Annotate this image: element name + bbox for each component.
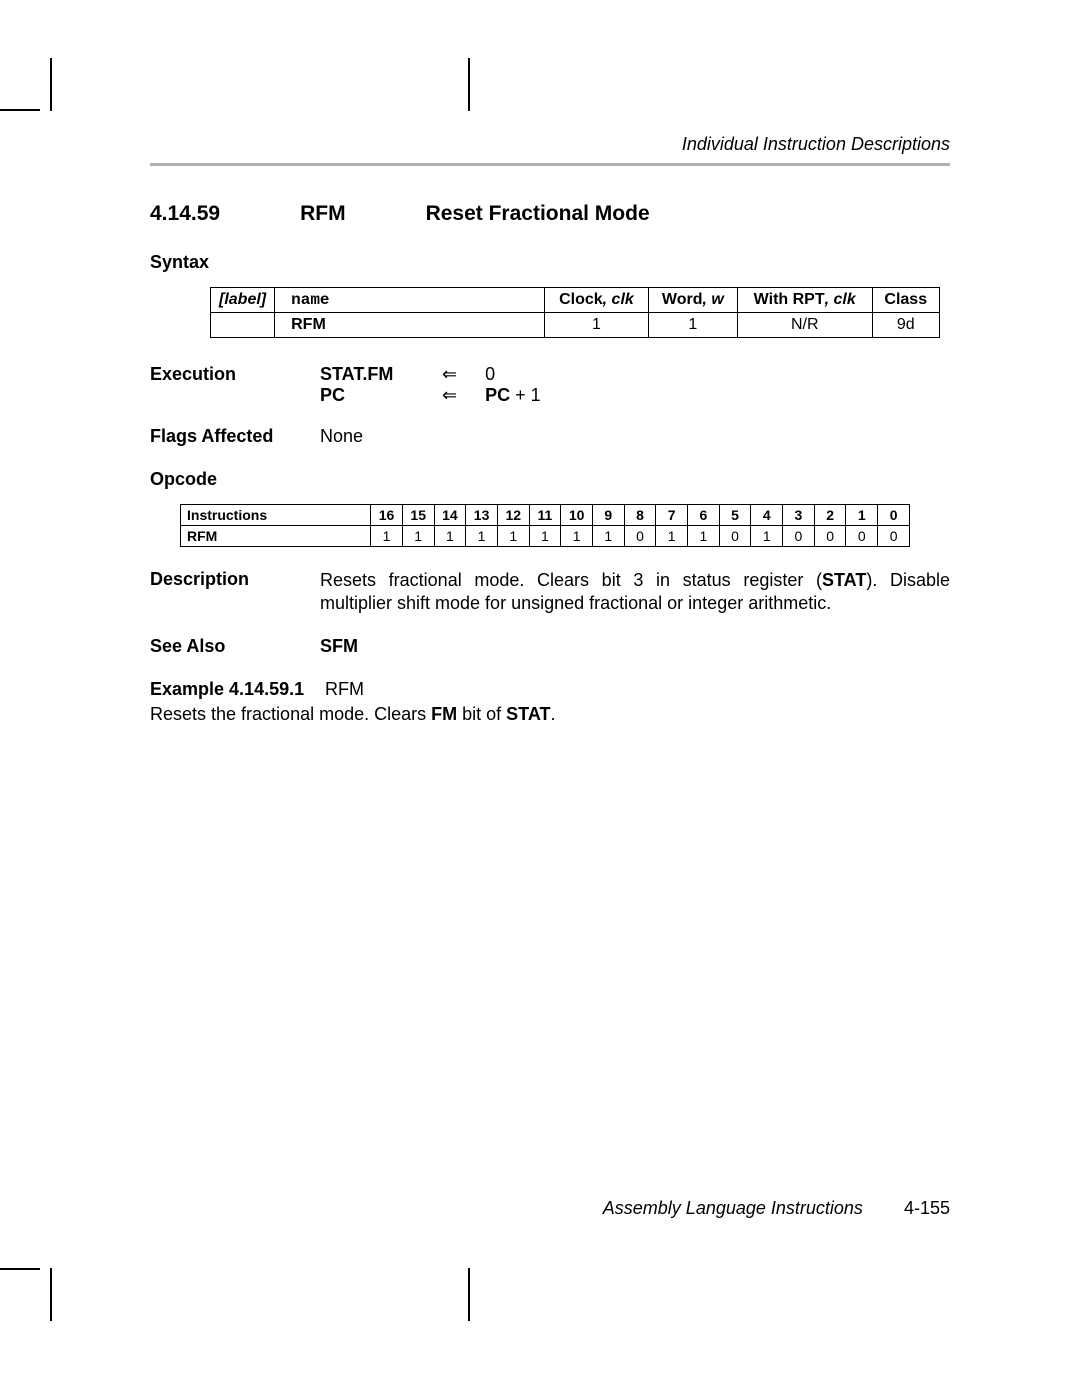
cell: 1 xyxy=(688,526,720,547)
bit-header: 9 xyxy=(592,505,624,526)
table-row: RFM 1 1 N/R 9d xyxy=(211,313,940,338)
col-instructions: Instructions xyxy=(181,505,371,526)
flags-row: Flags Affected None xyxy=(150,426,950,447)
exec-value: PC + 1 xyxy=(485,385,541,406)
cell: N/R xyxy=(737,313,872,338)
arrow-icon: ⇐ xyxy=(442,364,457,385)
cell: 0 xyxy=(878,526,910,547)
cell: 0 xyxy=(846,526,878,547)
page-content: Individual Instruction Descriptions 4.14… xyxy=(150,134,950,725)
table-row: [label] name Clock, clk Word, w With RPT… xyxy=(211,288,940,313)
flags-label: Flags Affected xyxy=(150,426,320,447)
bit-header: 0 xyxy=(878,505,910,526)
seealso-row: See Also SFM xyxy=(150,636,950,657)
exec-value: 0 xyxy=(485,364,495,385)
bit-header: 3 xyxy=(783,505,815,526)
cell: 1 xyxy=(751,526,783,547)
bit-header: 1 xyxy=(846,505,878,526)
cell: RFM xyxy=(275,313,545,338)
exec-target: PC xyxy=(320,385,414,406)
syntax-table: [label] name Clock, clk Word, w With RPT… xyxy=(210,287,940,338)
col-class: Class xyxy=(872,288,940,313)
cell: 1 xyxy=(592,526,624,547)
cell: 1 xyxy=(545,313,649,338)
bit-header: 5 xyxy=(719,505,751,526)
running-header: Individual Instruction Descriptions xyxy=(150,134,950,163)
bit-header: 13 xyxy=(466,505,498,526)
crop-mark xyxy=(0,109,40,111)
table-row: Instructions 16 15 14 13 12 11 10 9 8 7 … xyxy=(181,505,910,526)
execution-block: Execution STAT.FM ⇐ 0 PC ⇐ PC + 1 xyxy=(150,364,950,406)
cell: RFM xyxy=(181,526,371,547)
bit-header: 2 xyxy=(814,505,846,526)
cell: 1 xyxy=(656,526,688,547)
bit-header: 14 xyxy=(434,505,466,526)
seealso-label: See Also xyxy=(150,636,320,657)
seealso-value: SFM xyxy=(320,636,358,657)
cell: 1 xyxy=(466,526,498,547)
footer-text: Assembly Language Instructions xyxy=(603,1198,863,1218)
syntax-label: Syntax xyxy=(150,252,950,273)
cell: 0 xyxy=(814,526,846,547)
opcode-label: Opcode xyxy=(150,469,950,490)
cell: 0 xyxy=(624,526,656,547)
section-title: 4.14.59 RFM Reset Fractional Mode xyxy=(150,202,950,226)
cell: 1 xyxy=(371,526,403,547)
bit-header: 7 xyxy=(656,505,688,526)
flags-value: None xyxy=(320,426,950,447)
bit-header: 12 xyxy=(497,505,529,526)
cell: 0 xyxy=(783,526,815,547)
example-value: RFM xyxy=(325,679,364,699)
cell: 9d xyxy=(872,313,940,338)
description-label: Description xyxy=(150,569,320,614)
crop-mark xyxy=(468,1268,470,1321)
col-name: name xyxy=(275,288,545,313)
crop-mark xyxy=(50,58,52,111)
col-label: [label] xyxy=(211,288,275,313)
cell xyxy=(211,313,275,338)
bit-header: 8 xyxy=(624,505,656,526)
cell: 1 xyxy=(497,526,529,547)
bit-header: 4 xyxy=(751,505,783,526)
execution-line: PC ⇐ PC + 1 xyxy=(320,385,950,406)
crop-mark xyxy=(0,1268,40,1270)
crop-mark xyxy=(468,58,470,111)
cell: 1 xyxy=(648,313,737,338)
header-rule xyxy=(150,163,950,166)
section-description: Reset Fractional Mode xyxy=(426,202,650,226)
exec-target: STAT.FM xyxy=(320,364,414,385)
section-number: 4.14.59 xyxy=(150,202,220,226)
example-description: Resets the fractional mode. Clears FM bi… xyxy=(150,704,950,725)
execution-line: STAT.FM ⇐ 0 xyxy=(320,364,950,385)
example-label: Example 4.14.59.1 xyxy=(150,679,320,700)
example-row: Example 4.14.59.1 RFM xyxy=(150,679,950,700)
crop-mark xyxy=(50,1268,52,1321)
col-clock: Clock, clk xyxy=(545,288,649,313)
col-word: Word, w xyxy=(648,288,737,313)
bit-header: 16 xyxy=(371,505,403,526)
table-row: RFM 1 1 1 1 1 1 1 1 0 1 1 0 1 0 0 0 0 xyxy=(181,526,910,547)
page-number: 4-155 xyxy=(904,1198,950,1218)
arrow-icon: ⇐ xyxy=(442,385,457,406)
cell: 1 xyxy=(402,526,434,547)
bit-header: 6 xyxy=(688,505,720,526)
cell: 0 xyxy=(719,526,751,547)
section-mnemonic: RFM xyxy=(300,202,346,226)
description-text: Resets fractional mode. Clears bit 3 in … xyxy=(320,569,950,614)
cell: 1 xyxy=(434,526,466,547)
col-rpt: With RPT, clk xyxy=(737,288,872,313)
execution-label: Execution xyxy=(150,364,320,406)
cell: 1 xyxy=(529,526,561,547)
page-footer: Assembly Language Instructions 4-155 xyxy=(150,1198,950,1219)
bit-header: 11 xyxy=(529,505,561,526)
description-block: Description Resets fractional mode. Clea… xyxy=(150,569,950,614)
bit-header: 15 xyxy=(402,505,434,526)
cell: 1 xyxy=(561,526,593,547)
bit-header: 10 xyxy=(561,505,593,526)
opcode-table: Instructions 16 15 14 13 12 11 10 9 8 7 … xyxy=(180,504,910,547)
execution-body: STAT.FM ⇐ 0 PC ⇐ PC + 1 xyxy=(320,364,950,406)
